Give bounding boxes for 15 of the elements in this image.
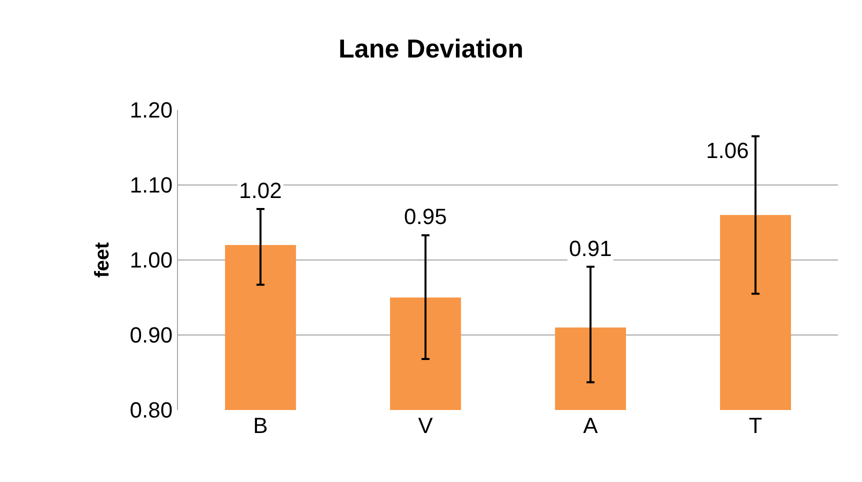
data-label: 0.91: [569, 236, 612, 261]
y-tick-label: 1.00: [130, 248, 173, 273]
y-axis-title: feet: [91, 242, 114, 278]
data-label: 1.02: [239, 178, 282, 203]
x-tick-label: A: [583, 413, 598, 438]
y-tick-label: 1.10: [130, 172, 173, 198]
y-tick-label: 0.80: [130, 398, 173, 423]
x-tick-label: T: [748, 413, 762, 438]
data-label: 1.06: [706, 138, 749, 163]
x-tick-label: V: [418, 413, 434, 438]
y-tick-label: 0.90: [130, 322, 173, 348]
y-tick-label: 1.20: [130, 98, 173, 123]
data-label: 0.95: [404, 204, 447, 229]
chart-title: Lane Deviation: [338, 33, 524, 64]
x-tick-label: B: [253, 413, 268, 438]
